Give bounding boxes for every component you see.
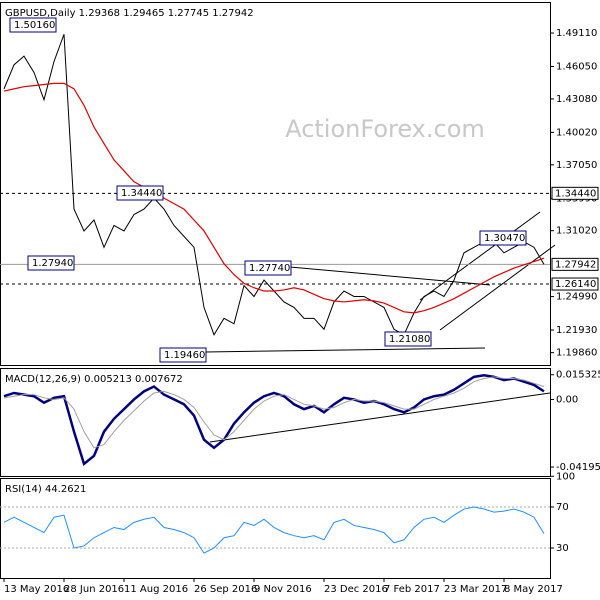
y-tick-label: -0.041957 — [556, 462, 600, 473]
annotation: 1.19460 — [164, 350, 205, 361]
panel-frame — [0, 478, 551, 579]
annotation-box — [384, 331, 432, 347]
annotation: 1.27740 — [249, 263, 290, 274]
trendline — [419, 211, 541, 301]
trendline — [439, 244, 556, 331]
x-tick-label: 11 Aug 2016 — [124, 584, 188, 595]
y-tick-label: 30 — [556, 543, 569, 554]
x-tick-label: 8 May 2017 — [504, 584, 563, 595]
level-label-box — [551, 277, 599, 291]
x-tick-label: 28 Jun 2016 — [64, 584, 124, 595]
level-label-box — [551, 186, 599, 200]
y-tick-label: 70 — [556, 502, 569, 513]
annotation-box — [479, 230, 527, 246]
y-tick-label: 1.49110 — [556, 28, 597, 39]
annotation: 1.34440 — [121, 188, 162, 199]
panel-title: RSI(14) 44.2621 — [5, 484, 86, 495]
panel-title: MACD(12,26,9) 0.005213 0.007672 — [5, 374, 183, 385]
y-tick-label: 0.015325 — [556, 370, 600, 381]
y-tick-label: 1.24990 — [556, 292, 597, 303]
y-tick-label: 0.00 — [556, 394, 578, 405]
x-tick-label: 9 Nov 2016 — [254, 584, 312, 595]
annotation-box — [9, 17, 57, 33]
x-tick-label: 26 Sep 2016 — [194, 584, 257, 595]
panel-title: GBPUSD,Daily 1.29368 1.29465 1.27745 1.2… — [5, 8, 254, 19]
y-tick-label: 1.21930 — [556, 325, 597, 336]
level-label: 1.26140 — [555, 279, 596, 290]
level-label-box — [551, 257, 599, 271]
x-tick-label: 7 Feb 2017 — [384, 584, 440, 595]
series-line — [3, 82, 545, 314]
annotation: 1.27940 — [32, 258, 73, 269]
x-tick-label: 23 Mar 2017 — [444, 584, 507, 595]
annotation: 1.50160 — [14, 20, 55, 31]
annotation: 1.21080 — [389, 334, 430, 345]
annotation-box — [116, 185, 164, 201]
series-line — [3, 373, 545, 467]
y-tick-label: 1.43080 — [556, 94, 597, 105]
trendline — [289, 266, 491, 286]
trendline — [209, 392, 551, 443]
annotation: 1.30470 — [484, 233, 525, 244]
y-tick-label: 1.40020 — [556, 127, 597, 138]
y-tick-label: 1.37050 — [556, 160, 597, 171]
series-line — [3, 376, 545, 449]
y-tick-label: 100 — [556, 471, 575, 482]
y-tick-label: 1.31020 — [556, 226, 597, 237]
watermark: ActionForex.com — [285, 115, 485, 143]
annotation-box — [159, 347, 207, 363]
panel-frame — [0, 368, 551, 477]
trendline — [204, 347, 486, 353]
y-tick-label: 1.19860 — [556, 348, 597, 359]
x-tick-label: 13 May 2016 — [4, 584, 69, 595]
panel-frame — [0, 2, 551, 366]
level-label: 1.34440 — [555, 188, 596, 199]
annotation-box — [27, 255, 75, 271]
annotation-box — [244, 260, 292, 276]
y-tick-label: 1.46050 — [556, 61, 597, 72]
level-label: 1.27942 — [555, 259, 596, 270]
series-line — [3, 506, 545, 554]
x-tick-label: 23 Dec 2016 — [324, 584, 388, 595]
